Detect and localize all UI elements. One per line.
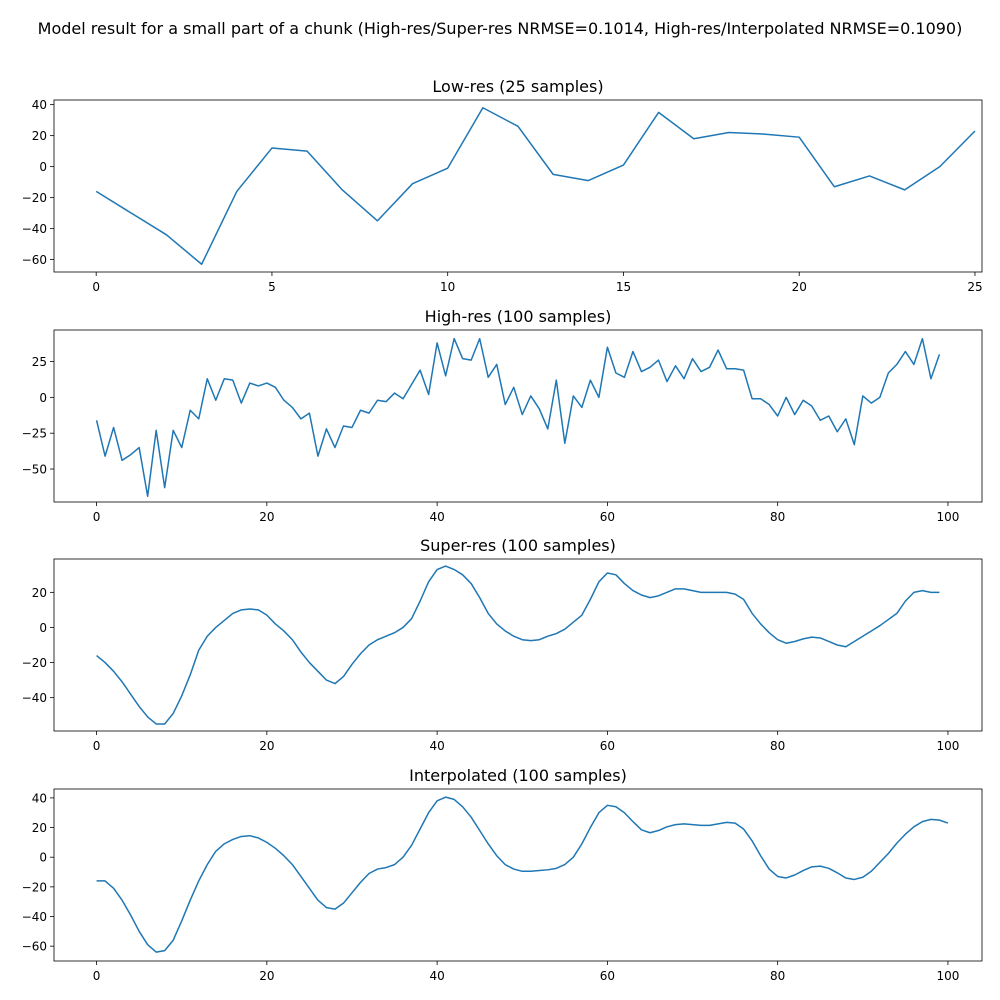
- x-tick-label: 20: [259, 510, 274, 524]
- series-line: [96, 565, 940, 725]
- x-tick-label: 5: [268, 280, 276, 294]
- x-tick-label: 80: [770, 739, 785, 753]
- x-tick-label: 20: [792, 280, 807, 294]
- x-tick-label: 15: [616, 280, 631, 294]
- subplot-3: Super-res (100 samples) 0 20 40 60 80 100 −40 −2…: [22, 536, 983, 753]
- y-tick-label: 0: [39, 851, 47, 865]
- x-tick-label: 60: [600, 739, 615, 753]
- x-tick-label: 60: [600, 969, 615, 983]
- y-tick-label: −25: [22, 427, 47, 441]
- x-tick-label: 0: [93, 739, 101, 753]
- axes-frame: [53, 329, 983, 503]
- x-tick-label: 20: [259, 969, 274, 983]
- figure-title: Model result for a small part of a chunk…: [38, 19, 963, 38]
- x-tick-label: 40: [429, 969, 444, 983]
- x-tick-label: 0: [93, 510, 101, 524]
- y-tick-label: 25: [32, 355, 47, 369]
- subplots: Low-res (25 samples) 0 5 10 15 20 25 −60 −40 −20 0…: [22, 77, 983, 983]
- y-tick-label: −60: [22, 940, 47, 954]
- y-tick-label: −20: [22, 191, 47, 205]
- subplot-title: High-res (100 samples): [425, 307, 612, 326]
- series-line: [95, 337, 941, 498]
- y-tick-label: −20: [22, 880, 47, 894]
- x-tick-label: 80: [770, 510, 785, 524]
- series-line: [96, 796, 949, 953]
- subplot-1: Low-res (25 samples) 0 5 10 15 20 25 −60 −40 −20 0…: [22, 77, 983, 294]
- axes-frame: [53, 788, 983, 962]
- x-tick-label: 20: [259, 739, 274, 753]
- axes-frame: [53, 99, 983, 273]
- y-tick-label: −60: [22, 253, 47, 267]
- y-tick-label: 0: [39, 160, 47, 174]
- y-tick-label: −40: [22, 222, 47, 236]
- subplot-4: Interpolated (100 samples) 0 20 40 60 80 100 −6…: [22, 766, 983, 983]
- x-tick-label: 60: [600, 510, 615, 524]
- x-tick-label: 25: [967, 280, 982, 294]
- y-tick-label: 20: [32, 821, 47, 835]
- y-tick-label: 20: [32, 586, 47, 600]
- series-line: [95, 107, 976, 265]
- y-tick-label: 20: [32, 129, 47, 143]
- subplot-title: Low-res (25 samples): [432, 77, 603, 96]
- x-tick-label: 100: [936, 510, 959, 524]
- x-tick-label: 0: [93, 969, 101, 983]
- subplot-2: High-res (100 samples) 0 20 40 60 80 100 −50 −25…: [22, 307, 983, 524]
- y-tick-label: 0: [39, 391, 47, 405]
- x-tick-label: 10: [440, 280, 455, 294]
- y-tick-label: 40: [32, 791, 47, 805]
- y-tick-label: −50: [22, 463, 47, 477]
- axes-frame: [53, 558, 983, 732]
- x-tick-label: 100: [936, 969, 959, 983]
- y-tick-label: −40: [22, 910, 47, 924]
- y-tick-label: 40: [32, 98, 47, 112]
- y-tick-label: −20: [22, 656, 47, 670]
- subplot-title: Interpolated (100 samples): [409, 766, 627, 785]
- x-tick-label: 40: [429, 510, 444, 524]
- y-tick-label: −40: [22, 691, 47, 705]
- x-tick-label: 80: [770, 969, 785, 983]
- x-tick-label: 100: [936, 739, 959, 753]
- y-tick-label: 0: [39, 621, 47, 635]
- subplot-title: Super-res (100 samples): [420, 536, 616, 555]
- x-tick-label: 0: [92, 280, 100, 294]
- x-tick-label: 40: [429, 739, 444, 753]
